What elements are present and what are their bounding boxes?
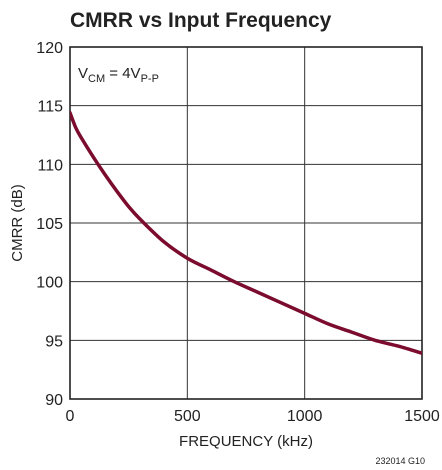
vcm-annotation: VCM = 4VP-P [78,65,159,85]
y-tick-label-115: 115 [37,99,63,116]
x-axis-label: FREQUENCY (kHz) [179,433,313,450]
x-tick-labels: 0 500 1000 1500 [66,408,440,425]
y-tick-label-95: 95 [45,333,63,350]
x-tick-label-1500: 1500 [404,408,440,425]
annotation-sub-cm: CM [88,73,105,85]
y-tick-label-120: 120 [36,40,63,57]
figure-id: 232014 G10 [375,456,425,466]
annotation-v: V [78,65,88,82]
y-tick-label-100: 100 [36,275,63,292]
plot-frame [69,46,423,400]
x-tick-label-0: 0 [66,408,75,425]
y-tick-label-110: 110 [37,157,63,174]
x-tick-label-500: 500 [174,408,201,425]
annotation-sub-pp: P-P [141,73,159,85]
x-tick-label-1000: 1000 [287,408,323,425]
y-tick-label-90: 90 [45,392,63,409]
chart-title: CMRR vs Input Frequency [70,9,332,32]
cmrr-series-line [70,110,422,355]
y-axis-label: CMRR (dB) [9,184,26,262]
annotation-equals-4v: = 4V [105,65,140,82]
y-tick-labels: 90 95 100 105 110 115 120 [36,40,63,409]
y-tick-label-105: 105 [36,216,63,233]
grid-lines [70,47,422,399]
